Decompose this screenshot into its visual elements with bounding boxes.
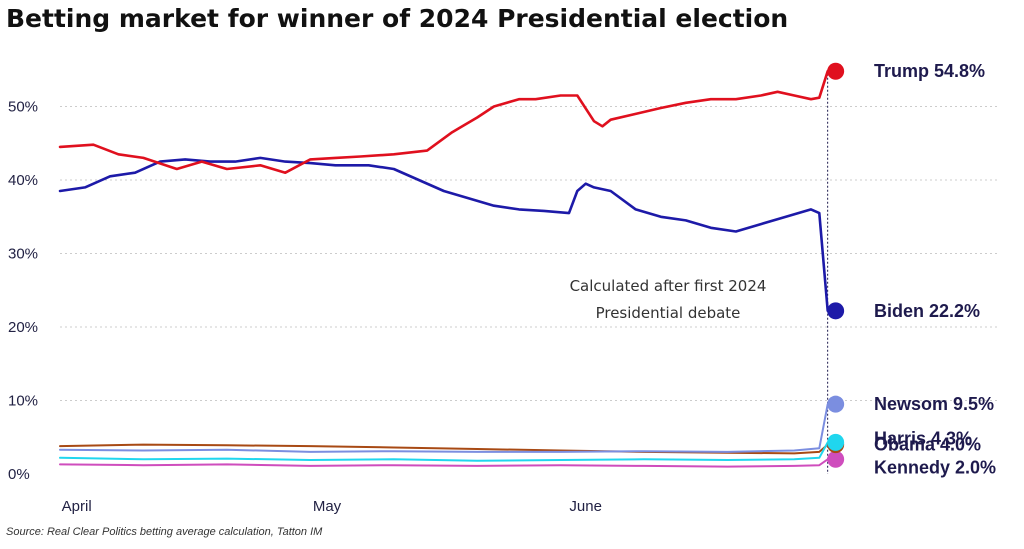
newsom-end-label: Newsom 9.5% <box>874 394 994 414</box>
debate-annotation-line: Calculated after first 2024 <box>570 277 767 295</box>
source-note: Source: Real Clear Politics betting aver… <box>6 526 323 538</box>
debate-annotation-line: Presidential debate <box>596 304 741 322</box>
newsom-end-marker <box>827 395 845 413</box>
trump-series-line <box>58 69 830 174</box>
harris-series-line <box>59 441 829 462</box>
series-markers <box>827 62 845 468</box>
kennedy-end-marker <box>827 450 845 468</box>
y-tick-label: 10% <box>8 393 38 410</box>
y-tick-label: 50% <box>8 99 38 116</box>
axis-labels: 0% 10% 20% 30% 40% 50% April May June <box>8 99 602 516</box>
kennedy-series-line <box>59 458 829 468</box>
y-tick-label: 20% <box>8 319 38 336</box>
kennedy-end-label: Kennedy 2.0% <box>874 457 996 477</box>
trump-end-label: Trump 54.8% <box>874 61 985 81</box>
x-tick-label: May <box>313 498 342 515</box>
harris-end-label: Harris 4.3% <box>874 428 972 448</box>
y-tick-label: 40% <box>8 172 38 189</box>
chart-title: Betting market for winner of 2024 Presid… <box>6 4 789 33</box>
obama-end-label: Obama 4.0% <box>874 435 981 455</box>
series-end-labels: Kennedy 2.0%Obama 4.0%Harris 4.3% Newsom … <box>874 61 996 477</box>
gridlines <box>60 69 1000 474</box>
obama-series-line <box>59 443 829 455</box>
x-tick-label: April <box>62 498 92 515</box>
trump-end-marker <box>827 62 845 80</box>
series-lines <box>58 69 830 468</box>
biden-end-marker <box>827 302 845 320</box>
harris-end-marker <box>827 433 845 451</box>
newsom-series-line <box>59 403 829 453</box>
y-tick-label: 0% <box>8 466 30 483</box>
x-tick-label: June <box>569 498 602 515</box>
annotation: Calculated after first 2024 Presidential … <box>570 277 767 322</box>
y-tick-label: 30% <box>8 246 38 263</box>
biden-end-label: Biden 22.2% <box>874 301 980 321</box>
